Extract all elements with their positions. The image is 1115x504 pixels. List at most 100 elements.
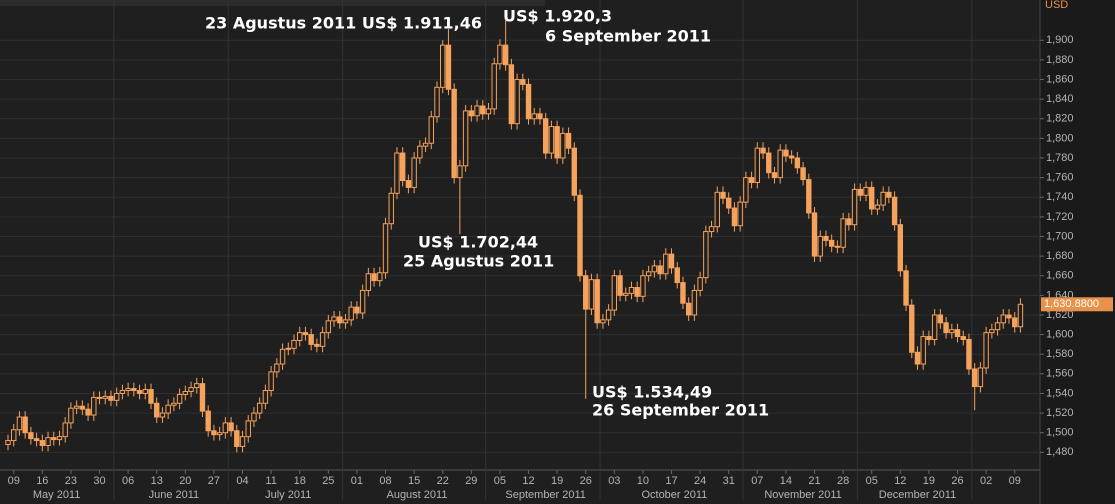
candle-body xyxy=(966,338,972,370)
candle-body xyxy=(462,110,469,167)
candle-body xyxy=(256,402,263,414)
candle-body xyxy=(560,132,566,159)
candle-body xyxy=(325,320,332,334)
candle-body xyxy=(748,177,755,184)
candle-body xyxy=(211,430,217,436)
x-tick-label: 27 xyxy=(208,475,220,487)
candle-body xyxy=(886,191,892,198)
candle-body xyxy=(451,88,457,179)
candle-body xyxy=(680,282,686,304)
candle-body xyxy=(45,437,51,446)
x-tick-label: 26 xyxy=(951,475,963,487)
candle-body xyxy=(577,194,583,277)
candle-body xyxy=(977,367,984,388)
x-tick-label: 01 xyxy=(351,475,363,487)
candle-body xyxy=(548,126,555,154)
y-tick-label: 1,760 xyxy=(1046,172,1074,184)
candle-body xyxy=(382,223,389,274)
last-price-label: 1,630.8800 xyxy=(1044,298,1099,310)
y-tick-label: 1,840 xyxy=(1046,93,1074,105)
candle-body xyxy=(342,319,349,324)
x-tick-label: 24 xyxy=(694,475,706,487)
candle-body xyxy=(165,404,171,414)
candle-body xyxy=(542,118,549,154)
candle-body xyxy=(205,410,211,432)
candle-body xyxy=(691,289,698,316)
candle-body xyxy=(474,105,480,117)
x-tick-label: 19 xyxy=(923,475,935,487)
candle-body xyxy=(319,332,326,347)
annotation: 23 Agustus 2011 US$ 1.911,46 xyxy=(205,14,482,33)
y-tick-label: 1,800 xyxy=(1046,132,1074,144)
candle-body xyxy=(731,207,738,227)
month-label: October 2011 xyxy=(641,489,707,501)
candle-body xyxy=(136,390,143,394)
x-tick-label: 10 xyxy=(637,475,649,487)
x-tick-label: 18 xyxy=(294,475,306,487)
candle-body xyxy=(851,188,858,226)
candle-body xyxy=(171,402,177,406)
candle-body xyxy=(502,44,509,66)
candle-body xyxy=(600,319,606,324)
candle-body xyxy=(314,343,320,347)
candle-body xyxy=(1006,314,1012,319)
y-tick-label: 1,600 xyxy=(1046,328,1074,340)
candle-body xyxy=(457,165,463,179)
y-tick-label: 1,540 xyxy=(1046,387,1074,399)
candle-body xyxy=(514,78,520,125)
candle-body xyxy=(5,440,11,445)
candle-body xyxy=(194,383,200,389)
candle-body xyxy=(651,265,658,273)
x-tick-label: 23 xyxy=(65,475,77,487)
x-tick-label: 08 xyxy=(379,475,391,487)
x-tick-label: 09 xyxy=(8,475,20,487)
x-tick-label: 28 xyxy=(837,475,849,487)
y-tick-label: 1,520 xyxy=(1046,407,1074,419)
candle-body xyxy=(520,78,526,85)
candle-body xyxy=(783,149,789,157)
x-tick-label: 17 xyxy=(665,475,677,487)
candle-body xyxy=(708,226,715,233)
candle-body xyxy=(85,408,91,416)
candle-body xyxy=(159,412,166,418)
y-tick-label: 1,620 xyxy=(1046,309,1074,321)
x-tick-label: 14 xyxy=(780,475,792,487)
candle-body xyxy=(377,272,383,282)
candle-body xyxy=(726,197,732,209)
y-tick-label: 1,660 xyxy=(1046,270,1074,282)
candle-body xyxy=(154,402,160,418)
candle-body xyxy=(434,86,440,118)
candle-body xyxy=(468,110,475,117)
toolbar-strip xyxy=(0,0,545,6)
y-tick-label: 1,500 xyxy=(1046,427,1074,439)
candle-body xyxy=(119,390,126,394)
candle-body xyxy=(51,437,57,441)
candle-body xyxy=(668,253,675,269)
candle-body xyxy=(583,275,589,310)
candle-body xyxy=(857,188,863,196)
candle-body xyxy=(645,271,652,277)
candle-body xyxy=(440,44,446,88)
month-label: June 2011 xyxy=(149,489,200,501)
candle-body xyxy=(73,405,80,409)
candle-body xyxy=(771,172,778,179)
candle-body xyxy=(445,44,452,90)
candle-body xyxy=(354,306,360,314)
candle-body xyxy=(16,416,23,431)
candle-body xyxy=(657,265,663,275)
candle-body xyxy=(565,132,572,149)
x-tick-label: 15 xyxy=(408,475,420,487)
candle-body xyxy=(222,422,229,434)
x-tick-label: 25 xyxy=(322,475,334,487)
candle-body xyxy=(628,286,635,294)
candle-body xyxy=(22,416,28,434)
candle-body xyxy=(949,329,955,334)
candle-body xyxy=(285,347,291,350)
candle-body xyxy=(914,351,921,365)
candle-body xyxy=(869,186,875,210)
candle-body xyxy=(405,180,412,188)
candle-body xyxy=(800,167,806,181)
y-tick-label: 1,780 xyxy=(1046,152,1074,164)
y-axis-label: USD xyxy=(1045,0,1068,11)
candle-body xyxy=(903,270,909,306)
